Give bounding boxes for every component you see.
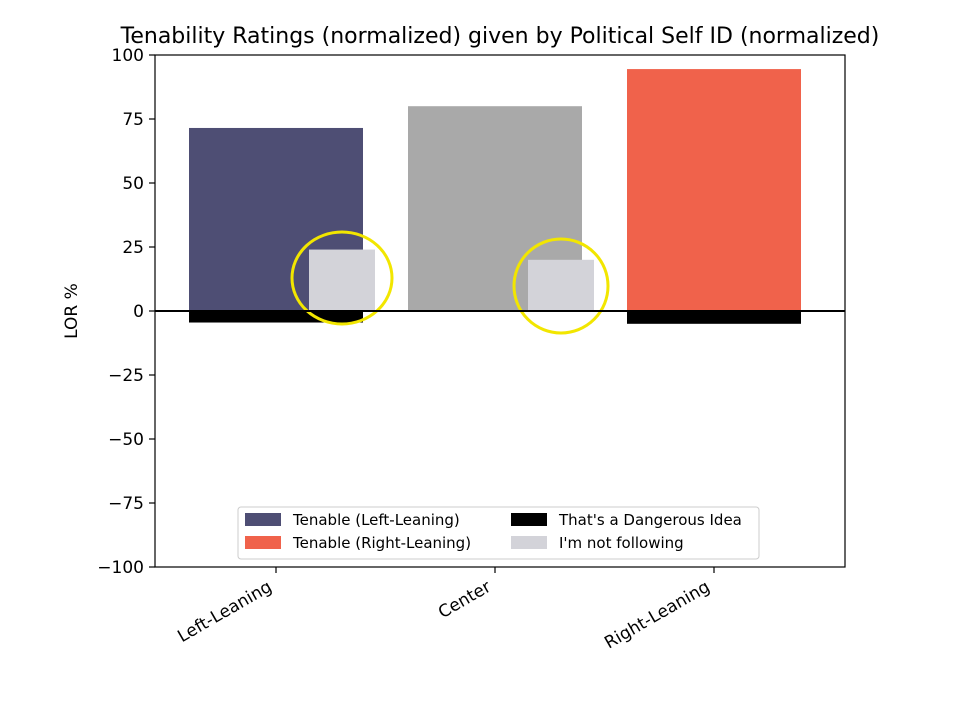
bar-not-following-left-leaning xyxy=(309,249,375,311)
bars-layer xyxy=(189,69,801,324)
y-tick-label: 25 xyxy=(122,238,144,258)
y-tick-label: −75 xyxy=(108,494,144,514)
y-tick-label: 0 xyxy=(133,302,144,322)
x-tick-label-center: Center xyxy=(435,577,495,623)
legend-swatch-that-s-a-dangerous-idea xyxy=(511,513,547,526)
legend-swatch-i-m-not-following xyxy=(511,536,547,549)
legend: Tenable (Left-Leaning) That's a Dangerous… xyxy=(237,506,760,560)
legend-swatch-tenable-right-leaning xyxy=(245,536,281,549)
bar-dangerous-left-leaning xyxy=(189,311,363,323)
highlight-circle-center xyxy=(512,237,610,335)
y-tick-label: 50 xyxy=(122,174,144,194)
highlight-circles xyxy=(290,230,610,335)
highlight-circle-left-leaning xyxy=(290,230,394,326)
bar-not-following-center xyxy=(528,259,594,311)
legend-label-i-m-not-following: I'm not following xyxy=(559,534,684,552)
y-tick-label: 75 xyxy=(122,110,144,130)
y-tick-label: −25 xyxy=(108,366,144,386)
chart-title: Tenability Ratings (normalized) given by… xyxy=(120,24,880,49)
bar-tenable-right-leaning xyxy=(627,69,801,311)
y-tick-label: −100 xyxy=(97,558,144,578)
y-tick-label: −50 xyxy=(108,430,144,450)
y-axis-label: LOR % xyxy=(62,283,82,339)
legend-box xyxy=(237,506,760,560)
y-tick-label: 100 xyxy=(112,46,144,66)
legend-label-tenable-right-leaning: Tenable (Right-Leaning) xyxy=(292,534,471,552)
legend-swatch-tenable-left-leaning xyxy=(245,513,281,526)
bar-dangerous-right-leaning xyxy=(627,311,801,324)
legend-label-that-s-a-dangerous-idea: That's a Dangerous Idea xyxy=(558,511,742,529)
x-tick-label-left-leaning: Left-Leaning xyxy=(174,577,275,647)
x-tick-label-right-leaning: Right-Leaning xyxy=(601,577,713,653)
legend-label-tenable-left-leaning: Tenable (Left-Leaning) xyxy=(292,511,460,529)
